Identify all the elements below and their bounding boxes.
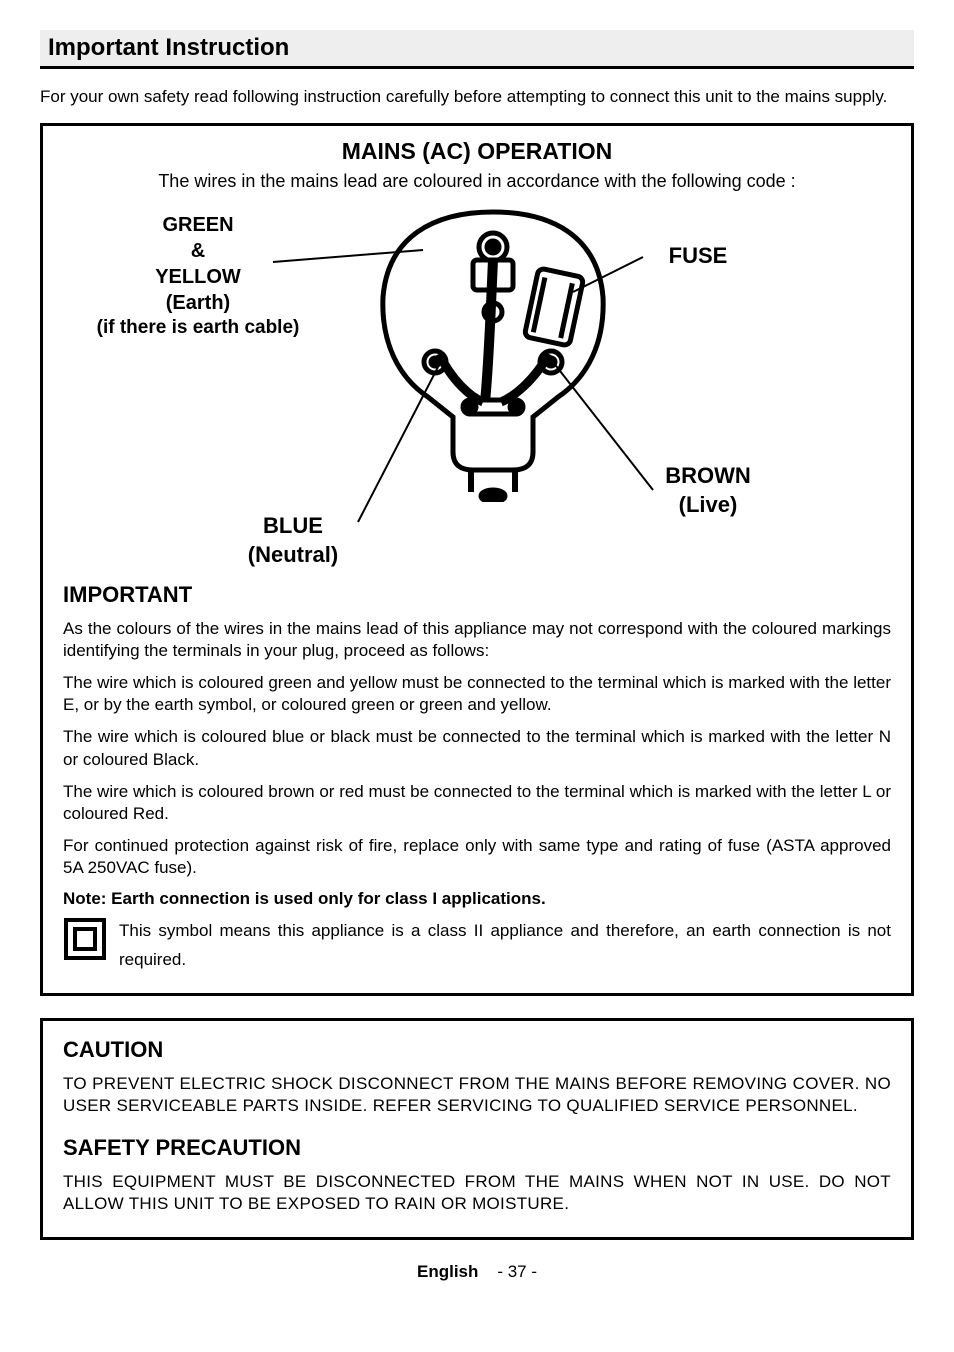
label-blue-l2: (Neutral): [223, 541, 363, 570]
important-p2: The wire which is coloured green and yel…: [63, 672, 891, 716]
label-green-yellow-l1: GREEN: [83, 212, 313, 238]
label-brown-l2: (Live): [638, 491, 778, 520]
label-green-yellow-l3: YELLOW: [83, 264, 313, 290]
important-note: Note: Earth connection is used only for …: [63, 889, 891, 909]
intro-text: For your own safety read following instr…: [40, 86, 914, 108]
label-fuse: FUSE: [638, 242, 758, 271]
label-blue-l1: BLUE: [223, 512, 363, 541]
label-brown: BROWN (Live): [638, 462, 778, 519]
important-p4: The wire which is coloured brown or red …: [63, 781, 891, 825]
label-green-yellow-l2: &: [83, 238, 313, 264]
page-footer: English - 37 -: [40, 1262, 914, 1282]
label-brown-l1: BROWN: [638, 462, 778, 491]
mains-subtitle: The wires in the mains lead are coloured…: [63, 171, 891, 192]
label-blue: BLUE (Neutral): [223, 512, 363, 569]
label-green-yellow: GREEN & YELLOW (Earth) (if there is eart…: [83, 212, 313, 341]
plug-diagram: GREEN & YELLOW (Earth) (if there is eart…: [63, 202, 891, 562]
header-bar: Important Instruction: [40, 30, 914, 69]
class2-row: This symbol means this appliance is a cl…: [63, 917, 891, 975]
class2-icon: [63, 917, 107, 961]
important-heading: IMPORTANT: [63, 582, 891, 608]
mains-box: MAINS (AC) OPERATION The wires in the ma…: [40, 123, 914, 996]
safety-text: THIS EQUIPMENT MUST BE DISCONNECTED FROM…: [63, 1171, 891, 1215]
important-p3: The wire which is coloured blue or black…: [63, 726, 891, 770]
label-green-yellow-l4: (Earth): [83, 290, 313, 316]
footer-page: - 37 -: [497, 1262, 537, 1281]
class2-text: This symbol means this appliance is a cl…: [119, 917, 891, 975]
page-title: Important Instruction: [48, 34, 906, 62]
caution-text: TO PREVENT ELECTRIC SHOCK DISCONNECT FRO…: [63, 1073, 891, 1117]
footer-language: English: [417, 1262, 478, 1281]
safety-heading: SAFETY PRECAUTION: [63, 1135, 891, 1161]
caution-heading: CAUTION: [63, 1037, 891, 1063]
important-p5: For continued protection against risk of…: [63, 835, 891, 879]
caution-box: CAUTION TO PREVENT ELECTRIC SHOCK DISCON…: [40, 1018, 914, 1240]
label-green-yellow-l5: (if there is earth cable): [83, 316, 313, 341]
important-p1: As the colours of the wires in the mains…: [63, 618, 891, 662]
mains-title: MAINS (AC) OPERATION: [63, 138, 891, 165]
